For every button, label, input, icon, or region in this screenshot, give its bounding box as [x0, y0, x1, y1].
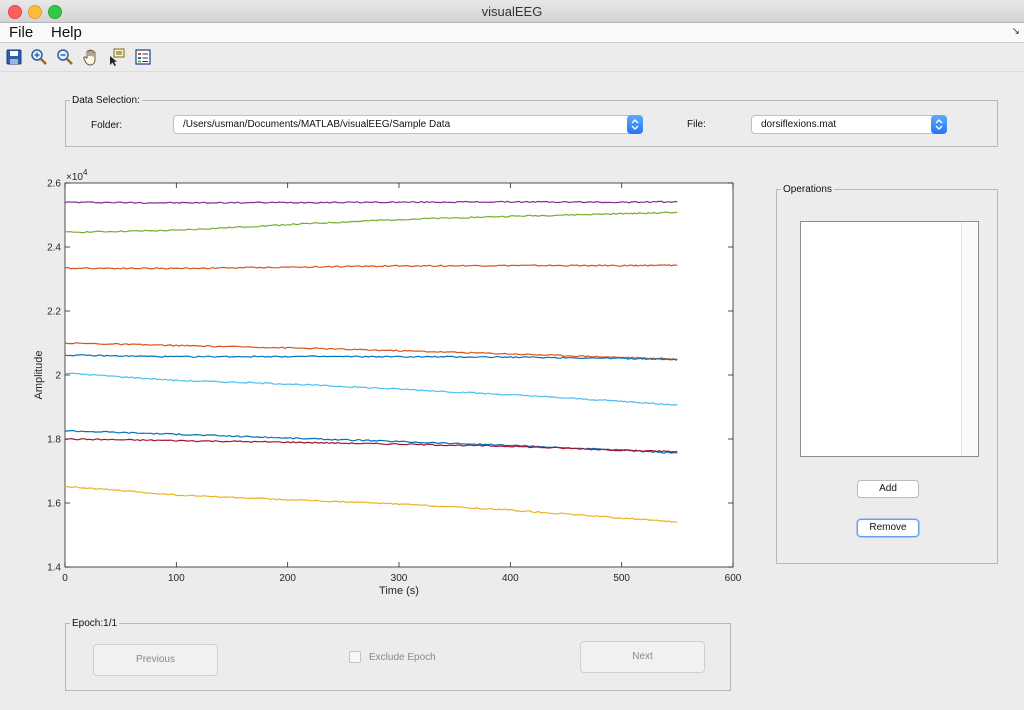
- zoom-window-button[interactable]: [48, 5, 62, 19]
- window-title: visualEEG: [481, 4, 543, 19]
- save-icon[interactable]: [5, 48, 23, 66]
- series-line-3: [64, 264, 678, 270]
- add-button[interactable]: Add: [857, 480, 919, 498]
- y-tick-label: 1.8: [47, 435, 61, 446]
- file-popup[interactable]: dorsiflexions.mat: [751, 115, 947, 134]
- epoch-title: Epoch:1/1: [72, 618, 118, 629]
- operations-list[interactable]: [800, 221, 979, 457]
- series-line-8: [64, 437, 678, 453]
- y-tick-label: 1.4: [47, 563, 61, 574]
- x-tick-label: 400: [502, 573, 519, 584]
- exclude-epoch-checkbox[interactable]: [349, 651, 361, 663]
- x-tick-label: 0: [62, 573, 68, 584]
- x-axis-label: Time (s): [379, 585, 419, 597]
- legend-icon[interactable]: [134, 48, 152, 66]
- x-tick-label: 100: [168, 573, 185, 584]
- y-tick-label: 2.4: [47, 243, 61, 254]
- y-tick-label: 1.6: [47, 499, 61, 510]
- close-window-button[interactable]: [8, 5, 22, 19]
- exclude-epoch-label: Exclude Epoch: [369, 652, 436, 663]
- operations-list-scrollbar[interactable]: [961, 222, 978, 456]
- menu-file[interactable]: File: [9, 24, 34, 41]
- folder-popup-arrows-icon[interactable]: [627, 115, 643, 134]
- epoch-panel: Epoch:1/1: [65, 618, 731, 691]
- y-tick-label: 2: [55, 371, 61, 382]
- plot-area: [64, 182, 734, 568]
- zoom-out-icon[interactable]: [56, 48, 74, 66]
- window-titlebar: visualEEG: [0, 0, 1024, 23]
- file-label: File:: [687, 119, 706, 130]
- file-popup-arrows-icon[interactable]: [931, 115, 947, 134]
- y-tick-label: 2.6: [47, 179, 61, 190]
- previous-button[interactable]: Previous: [93, 644, 218, 676]
- pan-hand-icon[interactable]: [82, 48, 100, 66]
- folder-value: /Users/usman/Documents/MATLAB/visualEEG/…: [183, 119, 451, 130]
- series-line-9: [64, 485, 678, 523]
- operations-panel: Operations: [776, 184, 998, 564]
- folder-popup[interactable]: /Users/usman/Documents/MATLAB/visualEEG/…: [173, 115, 643, 134]
- series-line-1: [64, 200, 678, 204]
- zoom-in-icon[interactable]: [30, 48, 48, 66]
- x-tick-label: 600: [725, 573, 742, 584]
- series-line-7: [65, 430, 678, 454]
- y-tick-label: 2.2: [47, 307, 61, 318]
- series-line-6: [64, 372, 678, 406]
- file-value: dorsiflexions.mat: [761, 119, 837, 130]
- minimize-window-button[interactable]: [28, 5, 42, 19]
- data-selection-panel: Data Selection:: [65, 95, 998, 147]
- series-line-2: [64, 211, 678, 234]
- toolbar: [0, 43, 1024, 72]
- menu-overflow-arrow-icon[interactable]: ↘: [1011, 26, 1020, 37]
- menu-help[interactable]: Help: [51, 24, 82, 41]
- menu-bar: File Help ↘: [0, 23, 1024, 43]
- eeg-plot[interactable]: 0 100 200 300 400 500 600 1.4 1.6 1.8 2 2.2 2.4 2.6 ×1…: [0, 0, 760, 610]
- x-tick-label: 200: [279, 573, 296, 584]
- x-tick-label: 500: [613, 573, 630, 584]
- series-line-4: [64, 342, 678, 360]
- next-button[interactable]: Next: [580, 641, 705, 673]
- x-tick-label: 300: [391, 573, 408, 584]
- remove-button[interactable]: Remove: [857, 519, 919, 537]
- data-selection-title: Data Selection:: [72, 95, 140, 106]
- y-axis-label: Amplitude: [33, 351, 45, 400]
- y-exponent-label: ×104: [66, 168, 88, 183]
- folder-label: Folder:: [91, 120, 123, 131]
- operations-title: Operations: [783, 184, 832, 195]
- data-cursor-icon[interactable]: [108, 48, 126, 66]
- series-line-5: [64, 354, 678, 361]
